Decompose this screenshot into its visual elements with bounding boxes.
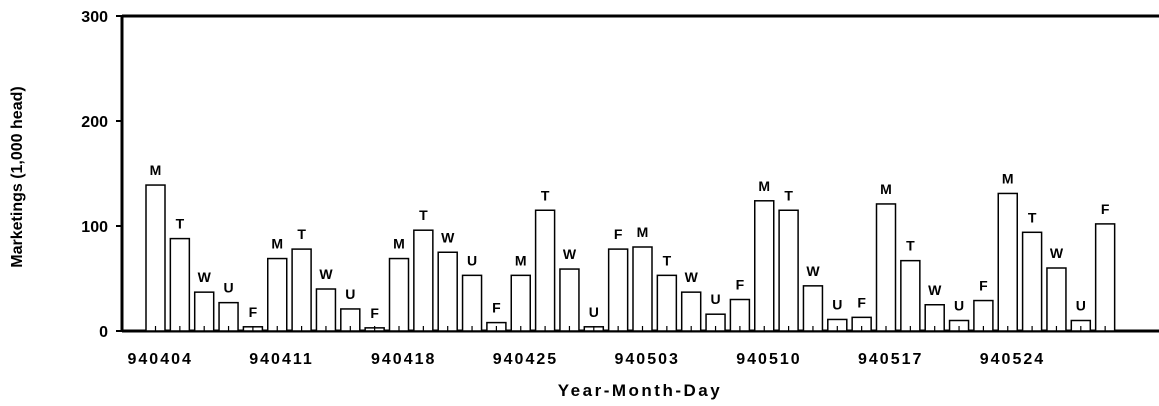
bar-day-label: W bbox=[1050, 245, 1064, 261]
y-axis-title: Marketings (1,000 head) bbox=[9, 86, 26, 267]
bar-day-label: F bbox=[614, 226, 623, 242]
y-tick-label: 200 bbox=[81, 114, 108, 131]
bar-day-label: U bbox=[1076, 298, 1086, 314]
bar-day-label: M bbox=[758, 178, 770, 194]
bar bbox=[510, 274, 531, 332]
bar-day-label: F bbox=[736, 277, 745, 293]
bar-day-label: T bbox=[1028, 209, 1037, 225]
bar-day-label: T bbox=[784, 187, 793, 203]
bar bbox=[315, 288, 337, 332]
bar bbox=[632, 246, 653, 332]
bar-day-label: F bbox=[979, 278, 988, 294]
bar-day-label: U bbox=[589, 304, 599, 320]
bar-day-label: W bbox=[685, 269, 699, 285]
y-tick-label: 300 bbox=[81, 9, 108, 26]
bar-day-label: U bbox=[223, 280, 233, 296]
bar bbox=[656, 274, 678, 332]
bar bbox=[1046, 267, 1067, 332]
bar bbox=[413, 229, 434, 332]
bar-day-label: M bbox=[880, 181, 892, 197]
bar bbox=[1094, 223, 1116, 332]
bar-day-label: M bbox=[393, 236, 405, 252]
bar-day-label: U bbox=[954, 298, 964, 314]
bar-day-label: M bbox=[637, 224, 649, 240]
bar bbox=[900, 259, 921, 332]
bar bbox=[267, 257, 288, 332]
bar-day-label: W bbox=[198, 269, 212, 285]
bar bbox=[875, 203, 897, 332]
x-tick-label: 940411 bbox=[249, 351, 314, 368]
bar bbox=[461, 274, 483, 332]
bar-day-label: U bbox=[467, 252, 477, 268]
x-axis: 940404 940411 940418 940425 940503 940510 9405… bbox=[128, 351, 1045, 368]
bar bbox=[802, 285, 824, 332]
x-tick-label: 940425 bbox=[493, 351, 558, 368]
bar-day-label: F bbox=[857, 294, 866, 310]
bar-day-label: F bbox=[492, 300, 501, 316]
bar-day-label: U bbox=[345, 286, 355, 302]
bar-day-label: T bbox=[663, 252, 672, 268]
bar-day-label: T bbox=[906, 238, 915, 254]
x-tick-label: 940418 bbox=[371, 351, 436, 368]
x-tick-label: 940503 bbox=[615, 351, 680, 368]
bar-day-label: F bbox=[1101, 201, 1110, 217]
bar-day-label: T bbox=[176, 216, 185, 232]
bar-day-label: M bbox=[1002, 170, 1014, 186]
bar bbox=[169, 237, 191, 332]
x-tick-label: 940524 bbox=[980, 351, 1045, 368]
bar bbox=[291, 248, 312, 332]
x-tick-label: 940510 bbox=[736, 351, 801, 368]
bar bbox=[778, 209, 799, 332]
bar-day-label: M bbox=[515, 252, 527, 268]
bar bbox=[754, 200, 775, 332]
bar bbox=[997, 192, 1018, 332]
bar bbox=[388, 257, 410, 332]
bar-day-label: W bbox=[441, 229, 455, 245]
y-tick-label: 0 bbox=[99, 324, 108, 341]
bar bbox=[559, 268, 580, 332]
bar bbox=[193, 291, 215, 332]
bar-day-label: W bbox=[928, 282, 942, 298]
x-tick-label: 940404 bbox=[128, 351, 193, 368]
bar-day-label: W bbox=[806, 263, 820, 279]
bar bbox=[1021, 231, 1043, 332]
bar-day-label: W bbox=[319, 266, 333, 282]
bar-day-label: W bbox=[563, 246, 577, 262]
y-axis: 0 100 200 300 bbox=[81, 9, 122, 341]
bar bbox=[607, 248, 629, 332]
bar-day-label: T bbox=[297, 226, 306, 242]
x-axis-title: Year-Month-Day bbox=[558, 381, 722, 400]
bar-day-label: M bbox=[150, 162, 162, 178]
bar-day-label: M bbox=[271, 236, 283, 252]
bars bbox=[145, 184, 1116, 332]
bar-day-label: F bbox=[370, 305, 379, 321]
x-tick-label: 940517 bbox=[858, 351, 923, 368]
y-tick-label: 100 bbox=[81, 219, 108, 236]
bar bbox=[145, 184, 166, 332]
bar bbox=[534, 209, 556, 332]
bar-day-label: U bbox=[710, 291, 720, 307]
bar-day-label: T bbox=[419, 207, 428, 223]
bar-day-label: T bbox=[541, 187, 550, 203]
bar-day-label: F bbox=[249, 304, 258, 320]
bar-day-label: U bbox=[832, 296, 842, 312]
bar bbox=[437, 251, 458, 332]
bar bbox=[680, 291, 702, 332]
